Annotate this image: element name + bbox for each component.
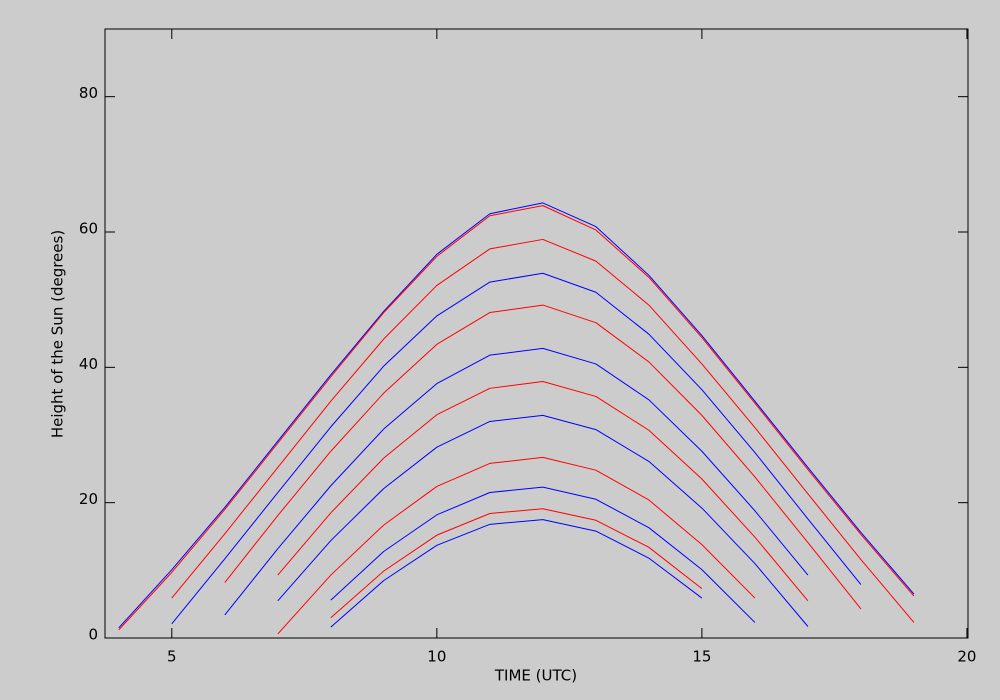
x-tick-label: 15	[692, 648, 711, 666]
x-axis-label: TIME (UTC)	[494, 667, 577, 685]
y-tick-label: 40	[79, 355, 98, 373]
series-line	[118, 202, 915, 629]
x-tick-label: 20	[957, 648, 976, 666]
series-line	[277, 456, 756, 635]
y-tick-label: 80	[79, 84, 98, 102]
series-line	[224, 347, 809, 616]
series-line	[330, 508, 703, 619]
y-tick-label: 0	[88, 626, 98, 644]
x-tick-label: 10	[427, 648, 446, 666]
y-tick-label: 20	[79, 490, 98, 508]
series-line	[171, 272, 862, 625]
series-line	[118, 205, 915, 631]
series-line	[330, 486, 756, 623]
series-line	[330, 519, 703, 628]
series-line	[277, 414, 809, 627]
series-line	[277, 381, 809, 602]
series-line	[171, 238, 915, 623]
series-line	[224, 304, 862, 610]
x-tick-label: 5	[167, 648, 177, 666]
plot-frame	[104, 28, 969, 639]
y-axis-label: Height of the Sun (degrees)	[49, 230, 67, 438]
y-tick-label: 60	[79, 220, 98, 238]
